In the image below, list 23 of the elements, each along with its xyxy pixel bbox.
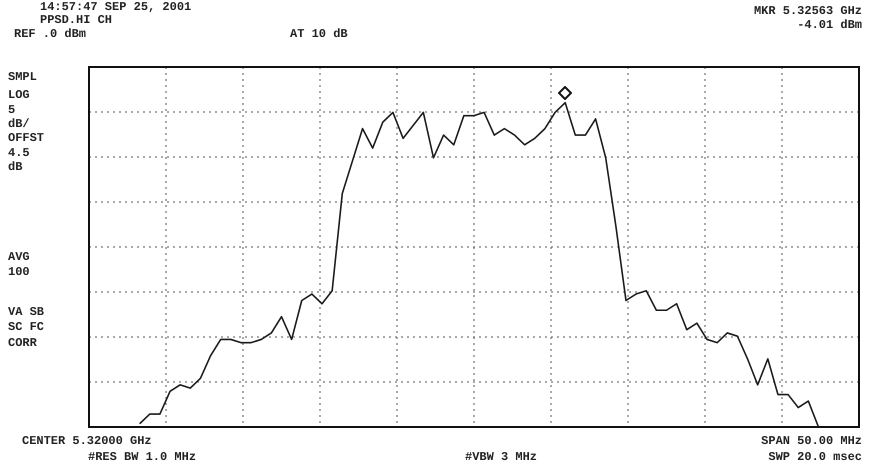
text: SWP 20.0 msec: [768, 450, 862, 464]
text: SMPL: [8, 70, 37, 84]
text: 5: [8, 103, 16, 117]
text: #RES BW 1.0 MHz: [88, 450, 196, 464]
text: -4.01 dBm: [797, 18, 862, 32]
text: SPAN 50.00 MHz: [761, 434, 862, 448]
text: AVG: [8, 250, 30, 264]
text: OFFST: [8, 131, 44, 145]
text: AT 10 dB: [290, 27, 348, 41]
text: 4.5: [8, 146, 30, 160]
text: dB/: [8, 117, 30, 131]
text: dB: [8, 160, 22, 174]
text: VA SB: [8, 305, 44, 319]
text: #VBW 3 MHz: [465, 450, 538, 464]
text: MKR 5.32563 GHz: [754, 4, 862, 18]
chart-title: 14:57:47 SEP 25, 2001: [40, 0, 192, 14]
chart-subtitle: PPSD.HI CH: [40, 13, 112, 27]
text: 100: [8, 265, 30, 279]
text: LOG: [8, 88, 30, 102]
text: SC FC: [8, 320, 44, 334]
text: CORR: [8, 336, 37, 350]
text: REF .0 dBm: [14, 27, 86, 41]
text: CENTER 5.32000 GHz: [22, 434, 152, 448]
